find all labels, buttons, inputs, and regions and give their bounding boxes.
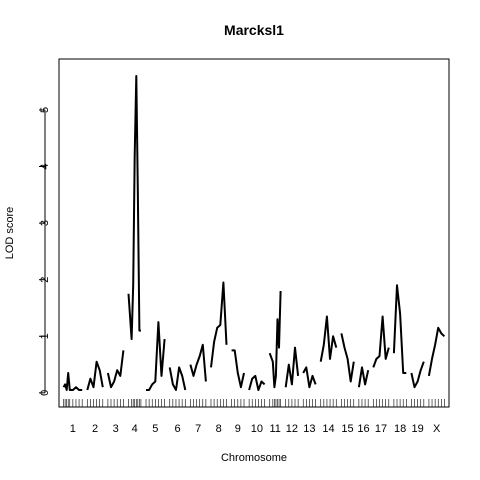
lod-curve-chr-1 xyxy=(62,372,83,391)
lod-curve-chr-19 xyxy=(410,361,425,389)
lod-curve-chr-18 xyxy=(392,284,407,374)
y-tick-label: 1 xyxy=(39,333,51,339)
lod-curve-chr-x xyxy=(427,326,446,377)
x-axis-label: Chromosome xyxy=(221,452,287,464)
lod-curve-chr-7 xyxy=(189,343,207,382)
lod-curve-chr-2 xyxy=(86,360,104,391)
x-tick-label: 13 xyxy=(303,423,315,435)
y-tick-label: 3 xyxy=(39,220,51,226)
x-tick-label: 14 xyxy=(322,423,334,435)
x-tick-label: 17 xyxy=(375,423,387,435)
x-tick-label: 19 xyxy=(411,423,423,435)
y-axis-label: LOD score xyxy=(4,207,16,260)
x-tick-label: 11 xyxy=(269,423,280,435)
plot-frame xyxy=(58,58,450,408)
x-tick-label: 15 xyxy=(341,423,353,435)
lod-curve-chr-5 xyxy=(146,321,166,391)
x-tick-label: 7 xyxy=(195,423,201,435)
x-tick-label: 5 xyxy=(152,423,158,435)
y-tick-label: 5 xyxy=(39,107,51,113)
lod-curve-chr-16 xyxy=(357,366,370,388)
lod-curve-chr-10 xyxy=(248,374,266,391)
x-tick-label: 16 xyxy=(357,423,369,435)
y-tick-label: 4 xyxy=(39,163,51,169)
lod-curve-chr-9 xyxy=(231,349,245,389)
x-tick-label: 9 xyxy=(235,423,241,435)
chart-title: Marcksl1 xyxy=(224,22,284,38)
x-tick-label: 12 xyxy=(286,423,298,435)
lod-curve-chr-17 xyxy=(372,315,390,368)
x-tick-label: 3 xyxy=(113,423,119,435)
y-tick-label: 2 xyxy=(39,277,51,283)
lod-curve-chr-15 xyxy=(340,333,355,383)
lod-curve-chr-13 xyxy=(302,366,317,389)
x-tick-label: 8 xyxy=(216,423,222,435)
x-tick-label: 4 xyxy=(132,423,138,435)
lod-curve-chr-14 xyxy=(319,315,338,362)
lod-curve-chr-6 xyxy=(168,366,187,391)
y-tick-label: 0 xyxy=(39,390,51,396)
lod-curve-chr-3 xyxy=(106,350,125,389)
lod-curve-chr-12 xyxy=(284,346,300,388)
lod-curve-chr-4 xyxy=(127,75,141,341)
x-tick-label: 2 xyxy=(92,423,98,435)
lod-curve-chr-11 xyxy=(268,290,282,389)
lod-curve-chr-8 xyxy=(210,281,228,368)
x-tick-label: 6 xyxy=(174,423,180,435)
x-tick-label: 10 xyxy=(251,423,263,435)
x-tick-label: 1 xyxy=(70,423,76,435)
x-tick-label: 18 xyxy=(394,423,406,435)
x-tick-label: X xyxy=(433,423,441,435)
